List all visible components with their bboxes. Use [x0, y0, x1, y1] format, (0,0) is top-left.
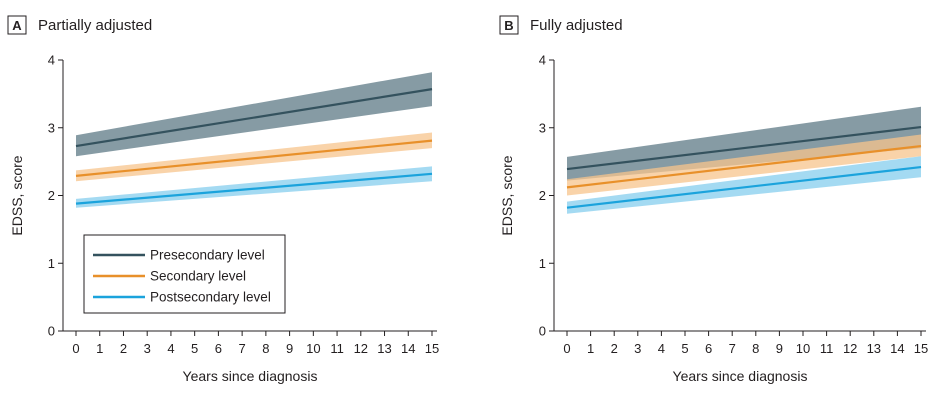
x-tick-label: 13	[867, 341, 881, 356]
x-tick-label: 15	[425, 341, 439, 356]
x-tick-label: 14	[890, 341, 904, 356]
series-line-2	[75, 139, 433, 177]
x-tick-label: 15	[914, 341, 928, 356]
series-line-1	[75, 88, 433, 148]
x-tick-label: 11	[330, 341, 344, 356]
legend-label-1: Presecondary level	[150, 248, 265, 263]
ci-band-1	[76, 72, 432, 157]
x-tick-label: 2	[120, 341, 127, 356]
y-tick-label: 0	[539, 324, 546, 339]
x-tick-label: 3	[144, 341, 151, 356]
x-tick-label: 14	[401, 341, 415, 356]
x-tick-label: 7	[729, 341, 736, 356]
x-tick-label: 0	[563, 341, 570, 356]
y-tick-label: 3	[48, 120, 55, 135]
y-tick-label: 2	[48, 188, 55, 203]
series-line-1	[566, 125, 922, 171]
series-line-2	[566, 144, 922, 189]
ci-band-2	[567, 134, 921, 196]
x-axis-title: Years since diagnosis	[183, 368, 318, 384]
x-tick-label: 8	[752, 341, 759, 356]
series-line-3	[75, 172, 433, 205]
y-tick-label: 4	[48, 53, 55, 68]
y-axis-title: EDSS, score	[499, 155, 515, 235]
y-tick-label: 1	[48, 256, 55, 271]
x-tick-label: 8	[262, 341, 269, 356]
legend-box	[83, 234, 286, 314]
legend-label-2: Secondary level	[150, 269, 246, 284]
x-tick-label: 1	[96, 341, 103, 356]
x-tick-label: 5	[191, 341, 198, 356]
x-tick-label: 12	[843, 341, 857, 356]
x-tick-label: 10	[306, 341, 320, 356]
y-axis-title: EDSS, score	[9, 155, 25, 235]
y-tick-label: 2	[539, 188, 546, 203]
x-tick-label: 7	[239, 341, 246, 356]
panel-title: Partially adjusted	[38, 17, 152, 34]
legend: Presecondary level Secondary level Postsec…	[83, 234, 286, 314]
y-tick-label: 3	[539, 120, 546, 135]
x-axis-title: Years since diagnosis	[673, 368, 808, 384]
panel-letter-box	[7, 15, 27, 35]
x-tick-label: 13	[377, 341, 391, 356]
ci-band-1	[567, 106, 921, 181]
y-tick-label: 4	[539, 53, 546, 68]
y-tick-label: 0	[48, 324, 55, 339]
x-tick-label: 5	[681, 341, 688, 356]
panel-title: Fully adjusted	[530, 17, 623, 34]
x-tick-label: 6	[705, 341, 712, 356]
legend-label-3: Postsecondary level	[150, 290, 271, 305]
panel-letter: A	[12, 18, 22, 33]
x-tick-label: 3	[634, 341, 641, 356]
x-tick-label: 4	[167, 341, 174, 356]
ci-band-2	[76, 132, 432, 182]
series-line-3	[566, 165, 922, 209]
x-tick-label: 6	[215, 341, 222, 356]
x-tick-label: 10	[796, 341, 810, 356]
ci-band-3	[567, 156, 921, 214]
x-tick-label: 4	[658, 341, 665, 356]
x-tick-label: 9	[286, 341, 293, 356]
panel-letter: B	[504, 18, 513, 33]
ci-band-3	[76, 166, 432, 208]
x-tick-label: 12	[354, 341, 368, 356]
x-tick-label: 2	[611, 341, 618, 356]
x-tick-label: 0	[72, 341, 79, 356]
x-tick-label: 9	[776, 341, 783, 356]
y-tick-label: 1	[539, 256, 546, 271]
x-tick-label: 1	[587, 341, 594, 356]
panel-letter-box	[499, 15, 519, 35]
x-tick-label: 11	[820, 341, 834, 356]
